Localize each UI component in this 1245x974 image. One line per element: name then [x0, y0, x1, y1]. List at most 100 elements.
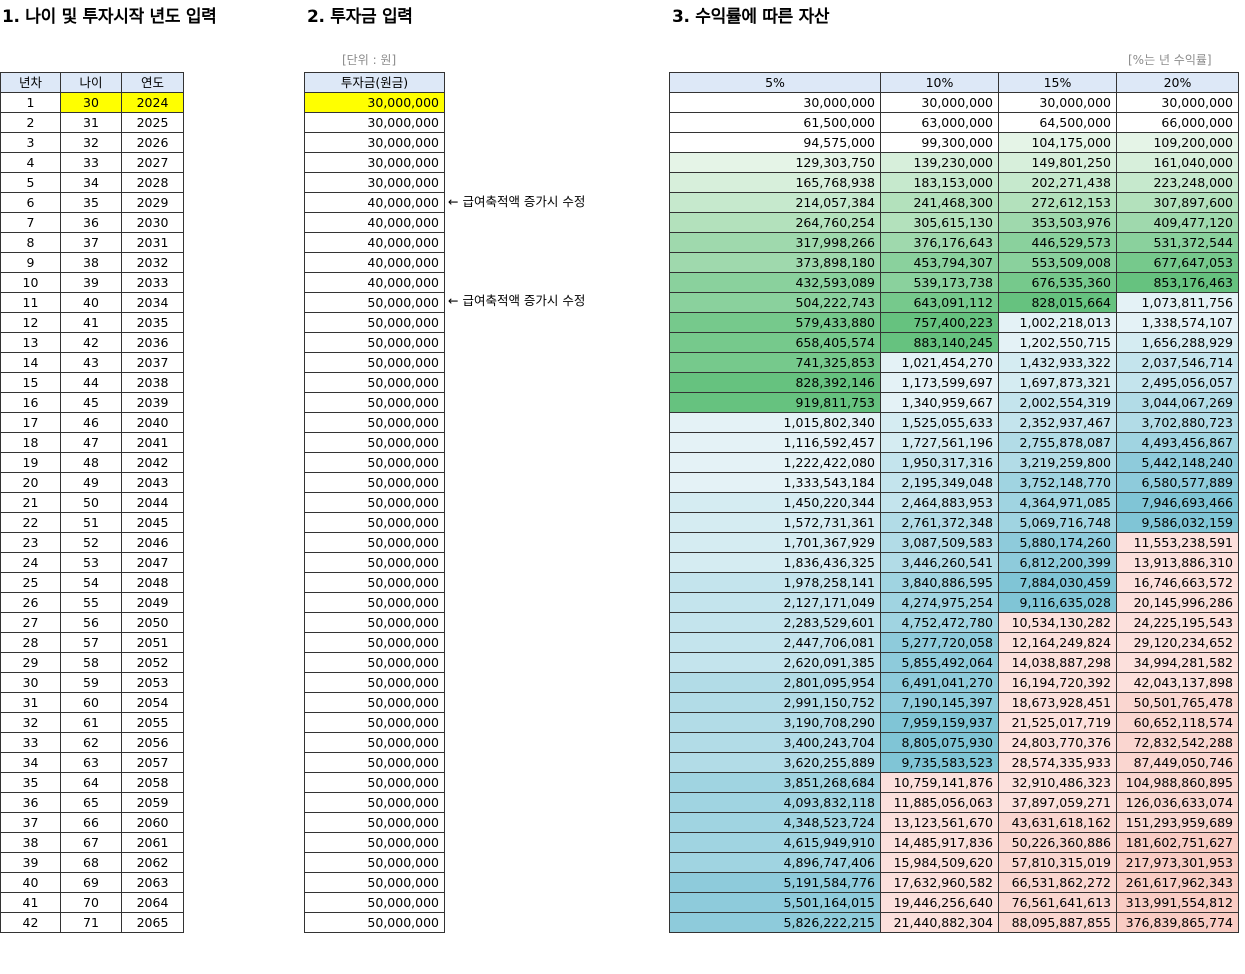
- year-number-cell: 33: [0, 732, 61, 753]
- investment-cell[interactable]: 50,000,000: [304, 852, 445, 873]
- investment-cell[interactable]: 50,000,000: [304, 832, 445, 853]
- investment-cell[interactable]: 50,000,000: [304, 712, 445, 733]
- asset-value-cell: 264,760,254: [669, 212, 881, 233]
- table-row: 50,000,000: [304, 392, 445, 413]
- asset-value-cell: 2,037,546,714: [1116, 352, 1239, 373]
- investment-cell[interactable]: 40,000,000: [304, 212, 445, 233]
- investment-cell[interactable]: 50,000,000: [304, 692, 445, 713]
- investment-cell[interactable]: 40,000,000: [304, 232, 445, 253]
- investment-cell[interactable]: 30,000,000: [304, 92, 445, 113]
- investment-cell[interactable]: 30,000,000: [304, 112, 445, 133]
- table-row: 25 54 2048: [0, 572, 184, 593]
- investment-cell[interactable]: 30,000,000: [304, 152, 445, 173]
- asset-value-cell: 1,525,055,633: [880, 412, 999, 433]
- asset-value-cell: 2,002,554,319: [998, 392, 1117, 413]
- investment-cell[interactable]: 50,000,000: [304, 392, 445, 413]
- asset-value-cell: 3,219,259,800: [998, 452, 1117, 473]
- investment-cell[interactable]: 50,000,000: [304, 332, 445, 353]
- year-number-cell: 2: [0, 112, 61, 133]
- asset-value-cell: 317,998,266: [669, 232, 881, 253]
- investment-cell[interactable]: 40,000,000: [304, 192, 445, 213]
- asset-value-cell: 4,493,456,867: [1116, 432, 1239, 453]
- investment-cell[interactable]: 50,000,000: [304, 772, 445, 793]
- table-row: 50,000,000: [304, 532, 445, 553]
- investment-cell[interactable]: 50,000,000: [304, 752, 445, 773]
- col-header-year-number: 년차: [0, 72, 61, 93]
- investment-cell[interactable]: 50,000,000: [304, 612, 445, 633]
- asset-value-cell: 99,300,000: [880, 132, 999, 153]
- investment-cell[interactable]: 50,000,000: [304, 312, 445, 333]
- age-cell: 70: [60, 892, 122, 913]
- investment-cell[interactable]: 50,000,000: [304, 892, 445, 913]
- investment-cell[interactable]: 40,000,000: [304, 272, 445, 293]
- asset-value-cell: 2,127,171,049: [669, 592, 881, 613]
- investment-cell[interactable]: 50,000,000: [304, 512, 445, 533]
- investment-cell[interactable]: 30,000,000: [304, 172, 445, 193]
- investment-cell[interactable]: 50,000,000: [304, 372, 445, 393]
- investment-cell[interactable]: 30,000,000: [304, 132, 445, 153]
- investment-cell[interactable]: 50,000,000: [304, 492, 445, 513]
- investment-cell[interactable]: 50,000,000: [304, 732, 445, 753]
- investment-cell[interactable]: 50,000,000: [304, 432, 445, 453]
- table-row: 1,116,592,457 1,727,561,196 2,755,878,087 4…: [669, 432, 1239, 453]
- year-cell: 2058: [121, 772, 184, 793]
- investment-cell[interactable]: 50,000,000: [304, 592, 445, 613]
- investment-cell[interactable]: 50,000,000: [304, 652, 445, 673]
- table-row: 29 58 2052: [0, 652, 184, 673]
- table-row: 50,000,000: [304, 352, 445, 373]
- asset-value-cell: 3,400,243,704: [669, 732, 881, 753]
- investment-cell[interactable]: 50,000,000: [304, 572, 445, 593]
- investment-cell[interactable]: 50,000,000: [304, 452, 445, 473]
- table-row: 50,000,000: [304, 792, 445, 813]
- asset-value-cell: 3,446,260,541: [880, 552, 999, 573]
- investment-cell[interactable]: 50,000,000: [304, 552, 445, 573]
- investment-cell[interactable]: 50,000,000: [304, 292, 445, 313]
- table-row: 4,896,747,406 15,984,509,620 57,810,315,01…: [669, 852, 1239, 873]
- year-cell: 2043: [121, 472, 184, 493]
- investment-cell[interactable]: 50,000,000: [304, 532, 445, 553]
- investment-cell[interactable]: 50,000,000: [304, 352, 445, 373]
- table-row: 4,615,949,910 14,485,917,836 50,226,360,88…: [669, 832, 1239, 853]
- year-number-cell: 7: [0, 212, 61, 233]
- table-row: 7 36 2030: [0, 212, 184, 233]
- asset-value-cell: 1,002,218,013: [998, 312, 1117, 333]
- year-cell: 2044: [121, 492, 184, 513]
- table-row: 1,222,422,080 1,950,317,316 3,219,259,800 5…: [669, 452, 1239, 473]
- investment-cell[interactable]: 50,000,000: [304, 632, 445, 653]
- asset-value-cell: 2,755,878,087: [998, 432, 1117, 453]
- asset-value-cell: 1,015,802,340: [669, 412, 881, 433]
- asset-value-cell: 453,794,307: [880, 252, 999, 273]
- year-cell: 2030: [121, 212, 184, 233]
- year-number-cell: 38: [0, 832, 61, 853]
- investment-cell[interactable]: 50,000,000: [304, 792, 445, 813]
- year-number-cell: 42: [0, 912, 61, 933]
- year-number-cell: 41: [0, 892, 61, 913]
- asset-value-cell: 10,759,141,876: [880, 772, 999, 793]
- age-cell: 65: [60, 792, 122, 813]
- asset-value-cell: 757,400,223: [880, 312, 999, 333]
- year-number-cell: 32: [0, 712, 61, 733]
- investment-cell[interactable]: 50,000,000: [304, 872, 445, 893]
- investment-cell[interactable]: 50,000,000: [304, 472, 445, 493]
- investment-cell[interactable]: 50,000,000: [304, 672, 445, 693]
- investment-cell[interactable]: 50,000,000: [304, 412, 445, 433]
- year-number-cell: 25: [0, 572, 61, 593]
- year-cell[interactable]: 2024: [121, 92, 184, 113]
- table-row: 1,572,731,361 2,761,372,348 5,069,716,748 9…: [669, 512, 1239, 533]
- investment-cell[interactable]: 40,000,000: [304, 252, 445, 273]
- age-cell: 31: [60, 112, 122, 133]
- year-cell: 2061: [121, 832, 184, 853]
- investment-cell[interactable]: 50,000,000: [304, 812, 445, 833]
- asset-value-cell: 151,293,959,689: [1116, 812, 1239, 833]
- age-cell: 45: [60, 392, 122, 413]
- table-row: 30,000,000: [304, 172, 445, 193]
- asset-value-cell: 376,839,865,774: [1116, 912, 1239, 933]
- table-row: 50,000,000: [304, 632, 445, 653]
- age-cell: 71: [60, 912, 122, 933]
- year-number-cell: 36: [0, 792, 61, 813]
- investment-cell[interactable]: 50,000,000: [304, 912, 445, 933]
- table-row: 40,000,000: [304, 272, 445, 293]
- age-cell: 51: [60, 512, 122, 533]
- age-cell[interactable]: 30: [60, 92, 122, 113]
- year-cell: 2028: [121, 172, 184, 193]
